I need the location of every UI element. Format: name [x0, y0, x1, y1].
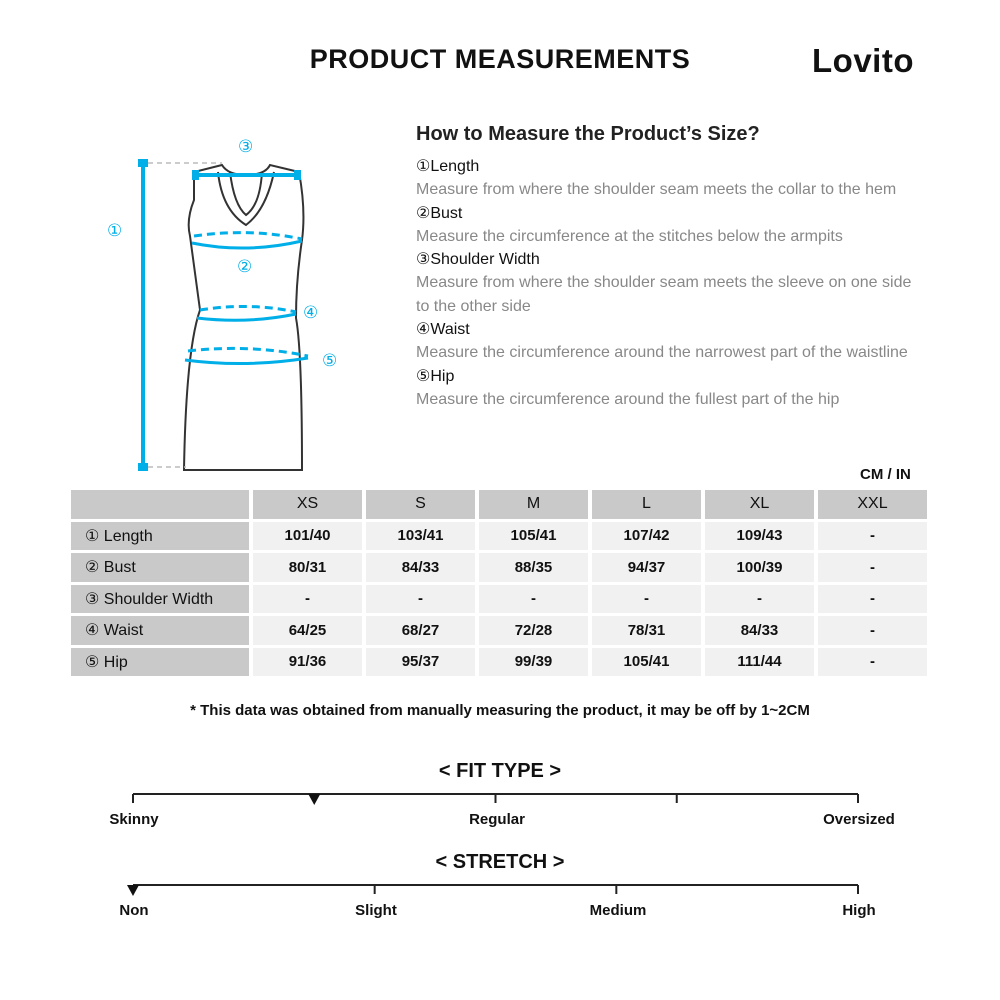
size-header: S [366, 490, 475, 519]
table-cell: 94/37 [592, 553, 701, 582]
table-cell: - [705, 584, 814, 613]
table-cell: - [818, 553, 927, 582]
table-cell: 107/42 [592, 521, 701, 550]
table-cell: - [818, 584, 927, 613]
table-cell: 88/35 [479, 553, 588, 582]
row-label: ⑤ Hip [71, 647, 249, 676]
guide-heading: ④Waist [416, 321, 470, 339]
page-title: PRODUCT MEASUREMENTS [309, 44, 691, 74]
size-header: L [592, 490, 701, 519]
fit-label-oversized: Oversized [823, 811, 895, 828]
table-cell: 84/33 [366, 553, 475, 582]
measure-guide: ①Length Measure from where the shoulder … [416, 155, 916, 411]
size-table: XS S M L XL XXL ① Length 101/40 103/41 105/… [67, 487, 931, 679]
table-cell: 78/31 [592, 616, 701, 645]
guide-heading: ②Bust [416, 204, 463, 222]
stretch-label-medium: Medium [589, 902, 647, 919]
measurement-note: * This data was obtained from manually m… [190, 702, 810, 719]
dress-outline-icon [182, 163, 305, 471]
table-cell: 91/36 [253, 647, 362, 676]
fit-label-skinny: Skinny [109, 811, 159, 828]
table-row: ④ Waist 64/25 68/27 72/28 78/31 84/33- [71, 616, 927, 645]
table-cell: 95/37 [366, 647, 475, 676]
table-cell: 68/27 [366, 616, 475, 645]
table-cell: - [818, 616, 927, 645]
table-cell: 103/41 [366, 521, 475, 550]
table-cell: 105/41 [479, 521, 588, 550]
guide-desc: Measure from where the shoulder seam mee… [416, 274, 912, 315]
hip-loop [184, 346, 309, 366]
table-row: ⑤ Hip 91/36 95/37 99/39 105/41 111/44- [71, 647, 927, 676]
table-cell: 84/33 [705, 616, 814, 645]
size-header: M [479, 490, 588, 519]
table-cell: 109/43 [705, 521, 814, 550]
guide-desc: Measure the circumference around the nar… [416, 344, 908, 362]
guide-desc: Measure the circumference at the stitche… [416, 227, 843, 245]
table-cell: 80/31 [253, 553, 362, 582]
table-cell: - [479, 584, 588, 613]
fit-type-title: < FIT TYPE > [438, 760, 562, 782]
guide-desc: Measure from where the shoulder seam mee… [416, 181, 897, 199]
table-row: ② Bust 80/31 84/33 88/35 94/37 100/39- [71, 553, 927, 582]
table-cell: 111/44 [705, 647, 814, 676]
table-cell: 101/40 [253, 521, 362, 550]
guide-desc: Measure the circumference around the ful… [416, 390, 840, 408]
marker-1: ① [107, 221, 122, 241]
stretch-label-slight: Slight [355, 902, 397, 919]
marker-2: ② [237, 257, 252, 277]
table-cell: 99/39 [479, 647, 588, 676]
table-cell: - [253, 584, 362, 613]
fit-label-regular: Regular [469, 811, 525, 828]
header-blank [71, 490, 249, 519]
table-row: ① Length 101/40 103/41 105/41 107/42 109/43- [71, 521, 927, 550]
guide-title: How to Measure the Product’s Size? [416, 123, 760, 145]
table-cell: 105/41 [592, 647, 701, 676]
size-header: XXL [818, 490, 927, 519]
unit-label: CM / IN [860, 466, 911, 483]
table-cell: 100/39 [705, 553, 814, 582]
marker-5: ⑤ [322, 351, 337, 371]
guide-heading: ①Length [416, 158, 480, 175]
table-row: ③ Shoulder Width - - - - - - [71, 584, 927, 613]
table-cell: - [818, 521, 927, 550]
row-label: ① Length [71, 521, 249, 550]
stretch-title: < STRETCH > [435, 851, 565, 873]
guide-heading: ⑤Hip [416, 367, 455, 385]
stretch-label-high: High [842, 902, 876, 919]
table-cell: 64/25 [253, 616, 362, 645]
table-cell: 72/28 [479, 616, 588, 645]
size-header: XS [253, 490, 362, 519]
marker-4: ④ [303, 303, 318, 323]
guide-heading: ③Shoulder Width [416, 251, 540, 269]
size-header: XL [705, 490, 814, 519]
bust-loop [191, 231, 303, 250]
row-label: ④ Waist [71, 616, 249, 645]
table-header-row: XS S M L XL XXL [71, 490, 927, 519]
row-label: ② Bust [71, 553, 249, 582]
brand-logo: Lovito [812, 42, 914, 79]
stretch-label-non: Non [119, 902, 149, 919]
row-label: ③ Shoulder Width [71, 584, 249, 613]
table-cell: - [366, 584, 475, 613]
marker-3: ③ [238, 137, 253, 157]
table-cell: - [592, 584, 701, 613]
waist-loop [196, 304, 297, 322]
table-cell: - [818, 647, 927, 676]
